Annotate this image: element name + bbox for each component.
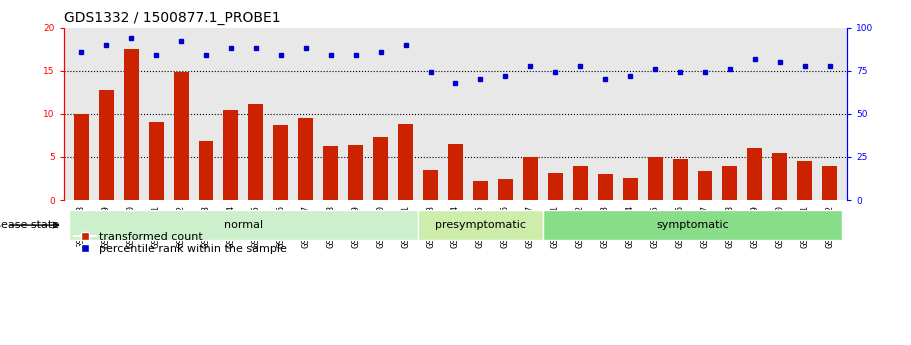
Bar <box>148 122 164 200</box>
Bar <box>98 90 114 200</box>
Bar <box>672 159 688 200</box>
Bar <box>74 114 88 200</box>
Bar <box>773 152 787 200</box>
Bar <box>223 110 239 200</box>
Text: GDS1332 / 1500877.1_PROBE1: GDS1332 / 1500877.1_PROBE1 <box>64 11 281 25</box>
Bar <box>722 166 737 200</box>
Bar <box>249 104 263 200</box>
Bar <box>523 157 537 200</box>
Text: normal: normal <box>224 220 263 230</box>
Text: symptomatic: symptomatic <box>656 220 729 230</box>
Legend: transformed count, percentile rank within the sample: transformed count, percentile rank withi… <box>69 227 292 258</box>
Bar <box>348 145 363 200</box>
Bar <box>598 174 613 200</box>
Bar <box>698 171 712 200</box>
Bar <box>473 181 488 200</box>
Bar <box>823 166 837 200</box>
Bar <box>498 179 513 200</box>
Bar <box>124 49 138 200</box>
Bar <box>448 144 463 200</box>
Bar <box>747 148 763 200</box>
Bar <box>398 124 413 200</box>
Bar <box>174 72 189 200</box>
Bar <box>423 170 438 200</box>
Bar <box>797 161 813 200</box>
Bar <box>623 178 638 200</box>
Bar <box>548 173 563 200</box>
Text: disease state: disease state <box>0 220 59 230</box>
Bar <box>273 125 288 200</box>
Bar <box>323 146 338 200</box>
Bar <box>298 118 313 200</box>
Bar <box>573 166 588 200</box>
Bar <box>199 141 213 200</box>
Text: presymptomatic: presymptomatic <box>435 220 526 230</box>
Bar <box>374 137 388 200</box>
Bar <box>648 157 662 200</box>
